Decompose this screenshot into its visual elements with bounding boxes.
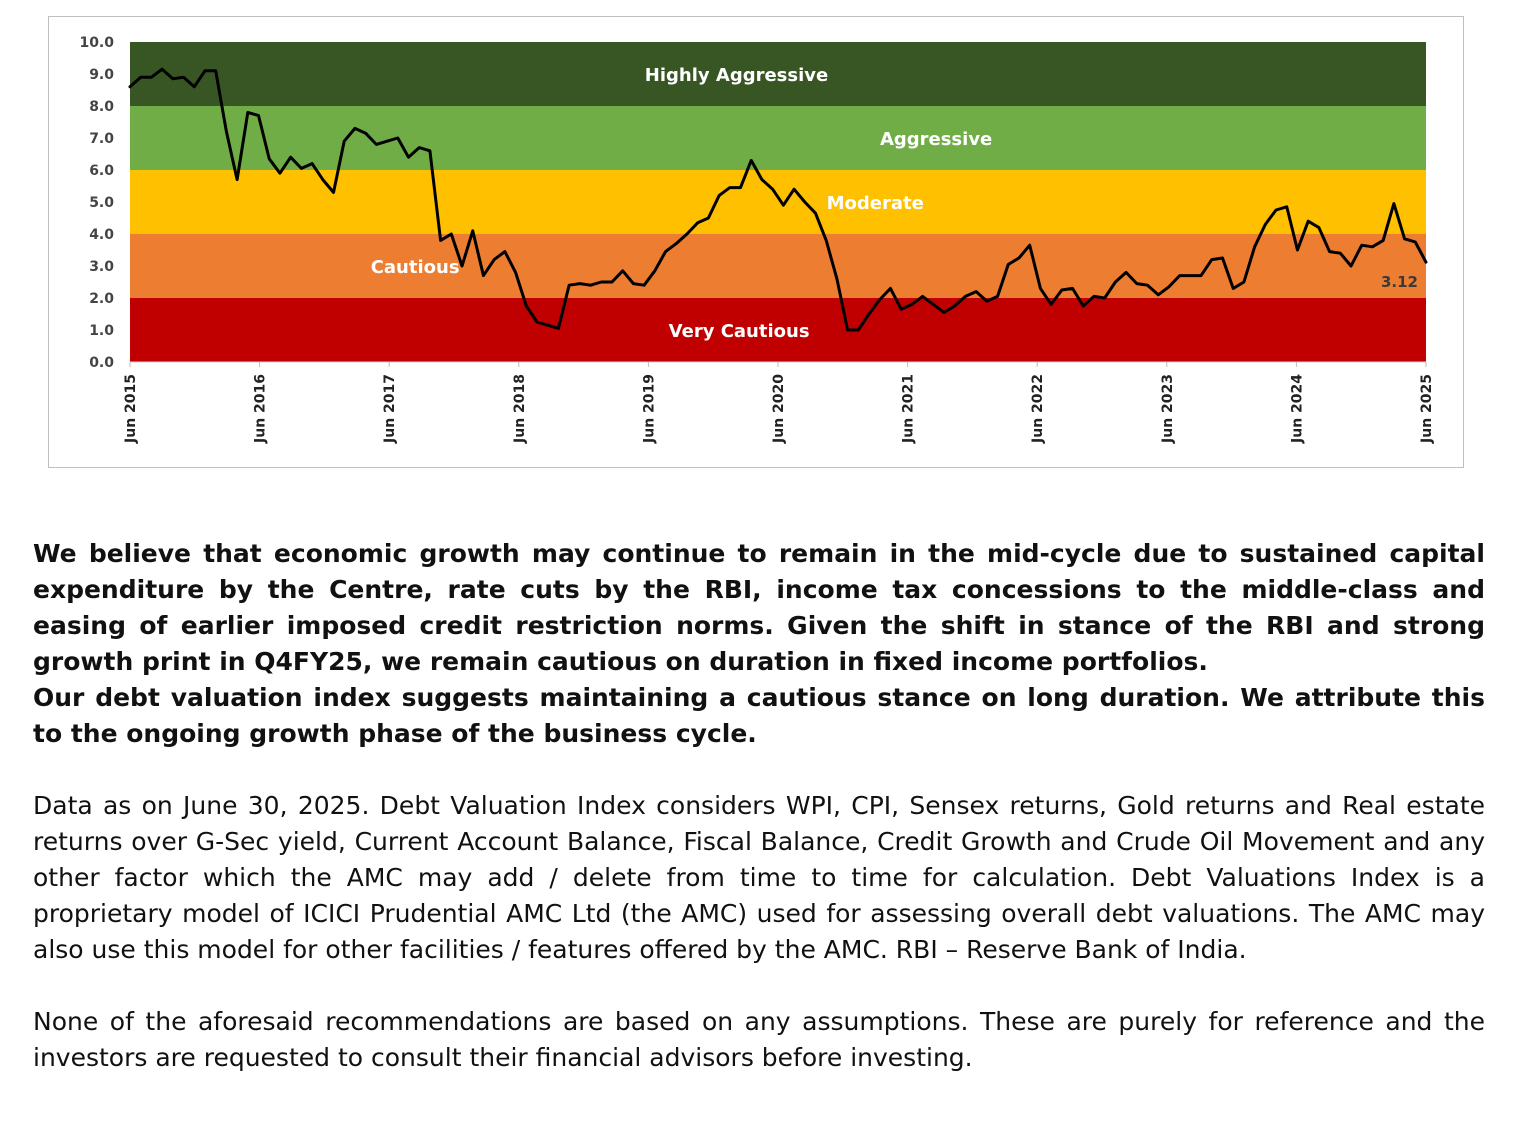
band-highly-aggressive: [130, 42, 1426, 106]
x-tick-label: Jun 2023: [1160, 374, 1176, 444]
chart-frame: Very Cautious Cautious Moderate Aggressive H…: [48, 16, 1464, 468]
debt-valuation-chart: Very Cautious Cautious Moderate Aggressive H…: [79, 35, 1435, 444]
x-tick-label: Jun 2025: [1419, 374, 1435, 444]
band-label-very-cautious: Very Cautious: [669, 321, 810, 342]
y-tick-label: 4.0: [89, 227, 114, 243]
y-tick-label: 2.0: [89, 291, 114, 307]
y-tick-label: 5.0: [89, 195, 114, 211]
x-tick-label: Jun 2021: [901, 374, 917, 444]
y-tick-label: 10.0: [79, 35, 114, 51]
band-very-cautious: [130, 298, 1426, 362]
y-tick-label: 6.0: [89, 163, 114, 179]
x-tick-label: Jun 2022: [1030, 374, 1046, 444]
y-tick-label: 3.0: [89, 259, 114, 275]
y-tick-label: 1.0: [89, 323, 114, 339]
band-moderate: [130, 170, 1426, 234]
band-label-highly-aggressive: Highly Aggressive: [645, 65, 828, 86]
band-aggressive: [130, 106, 1426, 170]
last-value-label: 3.12: [1381, 273, 1418, 291]
commentary-paragraph-1: We believe that economic growth may cont…: [33, 539, 1485, 676]
x-tick-label: Jun 2020: [771, 374, 787, 444]
y-tick-label: 9.0: [89, 67, 114, 83]
y-tick-label: 8.0: [89, 99, 114, 115]
band-label-aggressive: Aggressive: [880, 129, 992, 150]
series-line: [128, 67, 1428, 332]
x-tick-label: Jun 2016: [253, 374, 269, 444]
x-tick-label: Jun 2019: [641, 374, 657, 444]
x-tick-label: Jun 2024: [1289, 374, 1305, 444]
disclaimer-paragraph-2: None of the aforesaid recommendations ar…: [33, 1007, 1485, 1072]
disclaimer-paragraph-1: Data as on June 30, 2025. Debt Valuation…: [33, 791, 1485, 964]
band-label-cautious: Cautious: [371, 257, 460, 278]
band-label-moderate: Moderate: [827, 193, 924, 214]
x-tick-label: Jun 2017: [382, 374, 398, 444]
band-cautious: [130, 234, 1426, 298]
x-tick-label: Jun 2015: [123, 374, 139, 444]
commentary-paragraph-2: Our debt valuation index suggests mainta…: [33, 683, 1485, 748]
commentary: We believe that economic growth may cont…: [33, 536, 1485, 1076]
y-tick-label: 0.0: [89, 355, 114, 371]
x-tick-label: Jun 2018: [512, 374, 528, 444]
y-tick-label: 7.0: [89, 131, 114, 147]
